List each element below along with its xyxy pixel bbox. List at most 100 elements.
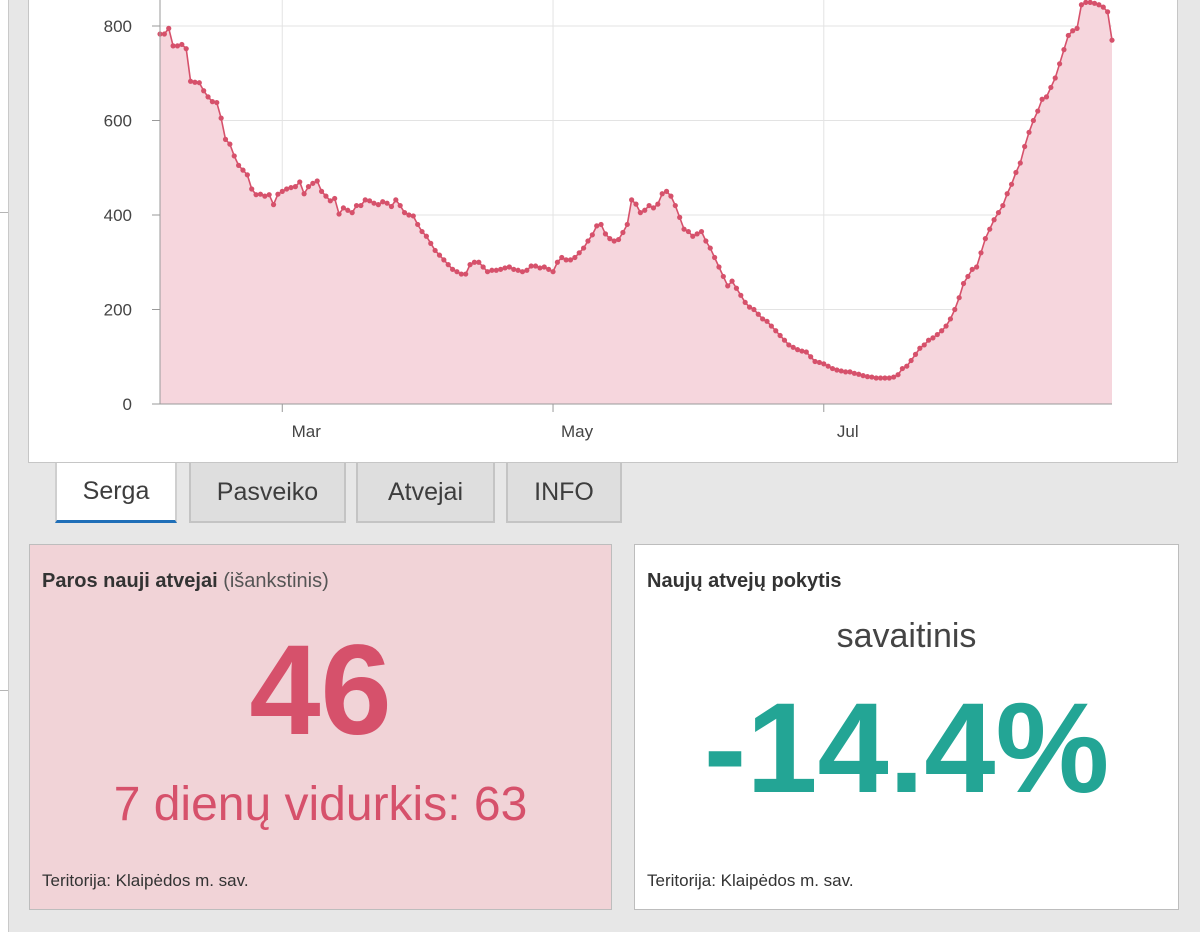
x-tick-label: Mar xyxy=(292,422,322,441)
data-point xyxy=(589,232,595,238)
left-strip-tick xyxy=(0,212,8,213)
data-point xyxy=(1100,4,1106,10)
data-point xyxy=(755,311,761,317)
data-point xyxy=(1070,28,1076,34)
data-point xyxy=(668,193,674,199)
data-point xyxy=(633,201,639,207)
data-point xyxy=(912,351,919,357)
data-point xyxy=(860,373,866,379)
data-point xyxy=(511,266,517,272)
y-tick-label: 600 xyxy=(104,112,132,131)
data-point xyxy=(410,213,416,219)
data-point xyxy=(353,202,360,209)
tab-info[interactable]: INFO xyxy=(506,463,622,523)
data-point xyxy=(1022,143,1028,150)
data-point xyxy=(484,269,491,275)
data-point xyxy=(449,266,456,272)
data-point xyxy=(170,43,176,49)
data-point xyxy=(471,259,478,265)
data-point xyxy=(624,221,630,228)
data-point xyxy=(196,80,202,86)
data-point xyxy=(345,207,351,213)
data-point xyxy=(367,198,373,204)
data-point xyxy=(742,299,748,306)
data-point xyxy=(201,88,207,94)
data-point xyxy=(925,337,932,343)
data-point xyxy=(987,226,993,232)
data-point xyxy=(1096,2,1102,8)
data-point xyxy=(528,263,534,269)
card-title-bold: Paros nauji atvejai xyxy=(42,570,218,592)
data-point xyxy=(1083,0,1089,5)
data-point xyxy=(467,262,473,268)
data-point xyxy=(781,337,788,343)
data-point xyxy=(978,250,984,256)
data-point xyxy=(336,211,342,217)
data-point xyxy=(179,41,185,48)
y-tick-label: 0 xyxy=(123,395,132,414)
data-point xyxy=(803,349,809,355)
data-point xyxy=(227,141,233,147)
territory-label: Teritorija: Klaipėdos m. sav. xyxy=(647,871,854,890)
data-point xyxy=(576,250,582,256)
card-title-bold: Naujų atvejų pokytis xyxy=(647,570,842,592)
data-point xyxy=(292,184,298,190)
data-point xyxy=(952,306,958,313)
data-point xyxy=(1039,96,1045,102)
data-point xyxy=(441,257,447,263)
data-point xyxy=(733,285,740,291)
data-point xyxy=(415,221,421,228)
card-title-note: (išankstinis) xyxy=(223,570,329,592)
data-point xyxy=(581,245,587,251)
tab-pasveiko[interactable]: Pasveiko xyxy=(189,463,346,523)
data-point xyxy=(1048,84,1054,91)
data-point xyxy=(1017,160,1023,166)
data-point xyxy=(790,344,796,350)
data-point xyxy=(899,365,905,372)
data-point xyxy=(602,231,609,237)
data-point xyxy=(1004,191,1010,197)
data-point xyxy=(397,202,403,209)
data-point xyxy=(825,363,831,369)
data-point xyxy=(550,269,556,275)
area-chart: 0 200 400 600 800 Mar May Jul xyxy=(104,0,1115,441)
data-point xyxy=(934,331,940,338)
data-point xyxy=(314,178,320,184)
data-point xyxy=(794,347,801,353)
data-point xyxy=(493,267,499,273)
data-point xyxy=(943,323,949,329)
data-point xyxy=(458,271,464,277)
data-point xyxy=(991,217,997,223)
data-point xyxy=(917,345,923,351)
data-point xyxy=(541,264,547,270)
card-title: Paros nauji atvejai (išankstinis) xyxy=(42,570,329,593)
tab-atvejai[interactable]: Atvejai xyxy=(356,463,495,523)
data-point xyxy=(895,372,901,378)
data-point xyxy=(253,192,259,198)
territory-label: Teritorija: Klaipėdos m. sav. xyxy=(42,871,249,890)
data-point xyxy=(847,369,853,375)
data-point xyxy=(637,210,643,216)
seven-day-average: 7 dienų vidurkis: 63 xyxy=(113,778,528,831)
tab-label: INFO xyxy=(534,477,594,506)
data-point xyxy=(362,197,368,203)
data-point xyxy=(829,365,836,372)
data-point xyxy=(445,262,451,268)
data-point xyxy=(760,316,766,322)
data-point xyxy=(764,318,770,324)
data-point xyxy=(532,263,539,269)
tab-serga[interactable]: Serga xyxy=(55,463,177,523)
data-point xyxy=(384,200,390,206)
data-point xyxy=(1057,61,1063,67)
data-point xyxy=(419,228,425,235)
left-page-strip xyxy=(0,0,9,932)
data-point xyxy=(436,252,443,258)
data-point xyxy=(716,264,722,270)
chart-panel: 0 200 400 600 800 Mar May Jul xyxy=(28,0,1178,463)
data-point xyxy=(240,167,246,173)
data-point xyxy=(349,210,355,216)
data-point xyxy=(236,162,242,168)
data-point xyxy=(249,186,255,192)
data-point xyxy=(585,238,591,244)
data-point xyxy=(712,254,718,261)
